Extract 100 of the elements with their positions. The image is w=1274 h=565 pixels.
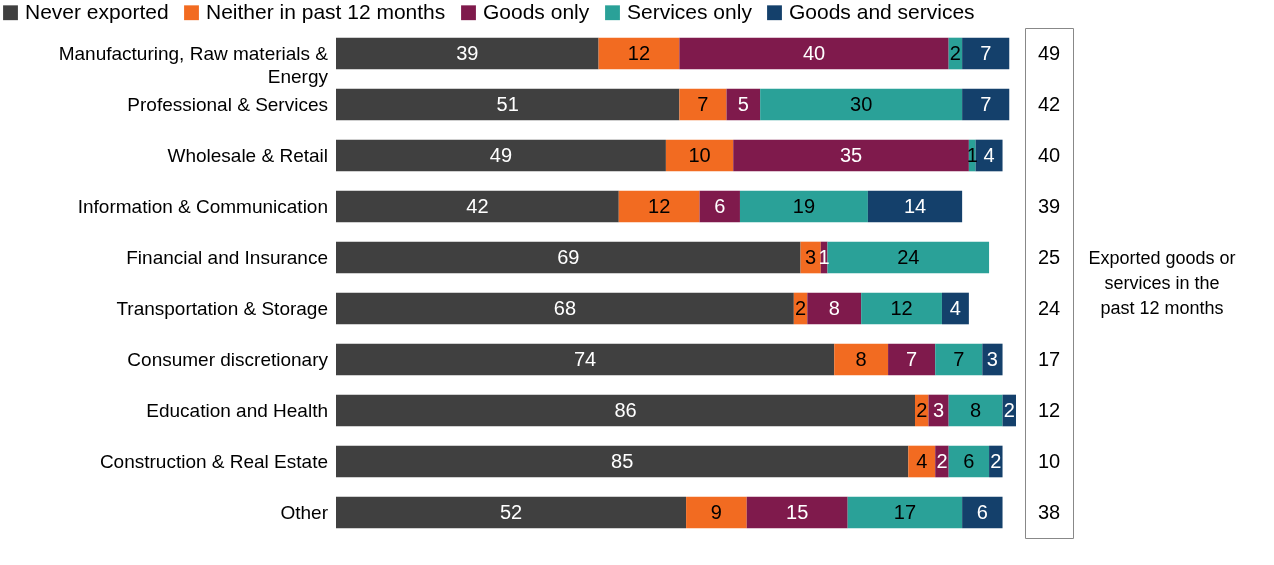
- data-label: 2: [949, 41, 961, 64]
- y-tick-label: Information & Communication: [77, 195, 328, 217]
- data-label: 6: [963, 449, 975, 472]
- data-label: 7: [906, 347, 918, 370]
- data-label: 3: [933, 398, 945, 421]
- bar: [336, 292, 794, 325]
- text: 40: [1037, 143, 1061, 166]
- bar: [336, 190, 619, 223]
- bar: [948, 394, 1003, 427]
- data-label: 2: [990, 449, 1002, 472]
- y-tick-label: Financial and Insurance: [126, 246, 328, 268]
- data-label: 4: [916, 449, 928, 472]
- data-label: 12: [627, 41, 651, 64]
- y-tick-label: Transportation & Storage: [116, 297, 328, 319]
- bar: [962, 37, 1010, 70]
- bar: [948, 445, 990, 478]
- bar: [760, 88, 963, 121]
- bar: [746, 496, 848, 529]
- data-label: 19: [792, 194, 816, 217]
- data-label: 7: [697, 92, 709, 115]
- data-label: 6: [714, 194, 726, 217]
- y-tick-label: Other: [280, 501, 329, 523]
- data-label: 8: [855, 347, 867, 370]
- data-label: 10: [688, 143, 711, 166]
- data-label: 7: [980, 92, 992, 115]
- bar: [834, 343, 889, 376]
- bar: [807, 292, 862, 325]
- bar: [336, 139, 666, 172]
- data-label: 69: [557, 245, 580, 268]
- bar: [847, 496, 963, 529]
- text: 17: [1037, 347, 1061, 370]
- legend-label: Goods and services: [789, 0, 975, 23]
- data-label: 2: [794, 296, 807, 319]
- legend-label: Neither in past 12 months: [206, 0, 446, 23]
- data-label: 2: [916, 398, 928, 421]
- data-label: 49: [489, 143, 513, 166]
- text: Exported goods or services in the past 12 months: [1088, 248, 1236, 318]
- bar: [739, 190, 868, 223]
- data-label: 15: [786, 500, 809, 523]
- data-label: 35: [839, 143, 863, 166]
- bar: [679, 88, 727, 121]
- y-tick-label: Professional & Services: [127, 93, 328, 115]
- bar: [336, 37, 599, 70]
- bar: [861, 292, 942, 325]
- data-label: 39: [456, 41, 479, 64]
- data-label: 8: [828, 296, 840, 319]
- y-tick-label: Manufacturing, Raw materials & Energy: [58, 42, 329, 87]
- text: 25: [1037, 245, 1061, 268]
- legend-label: Services only: [627, 0, 753, 23]
- data-label: 24: [897, 245, 920, 268]
- data-label: 9: [710, 500, 722, 523]
- data-label: 2: [936, 449, 948, 472]
- bar: [336, 445, 909, 478]
- data-label: 30: [850, 92, 873, 115]
- data-label: 3: [805, 245, 817, 268]
- text: 12: [1037, 398, 1061, 421]
- y-tick-label: Wholesale & Retail: [167, 144, 328, 166]
- text: 42: [1037, 92, 1061, 115]
- bar: [665, 139, 734, 172]
- bar: [336, 496, 687, 529]
- data-label: 7: [980, 41, 992, 64]
- bar: [827, 241, 990, 274]
- data-label: 17: [893, 500, 917, 523]
- text: 38: [1037, 500, 1061, 523]
- data-label: 4: [949, 296, 961, 319]
- bar: [962, 88, 1010, 121]
- legend-label: Goods only: [483, 0, 590, 23]
- data-label: 52: [499, 500, 523, 523]
- bar: [686, 496, 747, 529]
- y-tick-label: Education and Health: [146, 399, 328, 421]
- bar: [935, 343, 983, 376]
- data-label: 74: [573, 347, 597, 370]
- data-label: 5: [737, 92, 749, 115]
- bar: [908, 445, 936, 478]
- data-label: 42: [466, 194, 489, 217]
- data-label: 6: [976, 500, 988, 523]
- bar: [679, 37, 949, 70]
- bar: [336, 241, 801, 274]
- text: 24: [1037, 296, 1061, 319]
- data-label: 7: [953, 347, 965, 370]
- data-label: 85: [611, 449, 634, 472]
- bar: [867, 190, 963, 223]
- data-label: 12: [648, 194, 671, 217]
- bar: [336, 88, 680, 121]
- bar: [598, 37, 680, 70]
- bar: [699, 190, 740, 223]
- data-label: 68: [553, 296, 577, 319]
- y-tick-label: Consumer discretionary: [127, 348, 329, 370]
- legend-label: Never exported: [25, 0, 169, 23]
- text: 49: [1037, 41, 1061, 64]
- data-label: 14: [903, 194, 927, 217]
- data-label: 2: [1003, 398, 1015, 421]
- data-label: 51: [496, 92, 519, 115]
- bar: [888, 343, 936, 376]
- data-label: 3: [986, 347, 998, 370]
- bar: [618, 190, 700, 223]
- bar: [336, 394, 916, 427]
- data-label: 40: [802, 41, 826, 64]
- data-label: 12: [890, 296, 913, 319]
- data-label: 86: [614, 398, 637, 421]
